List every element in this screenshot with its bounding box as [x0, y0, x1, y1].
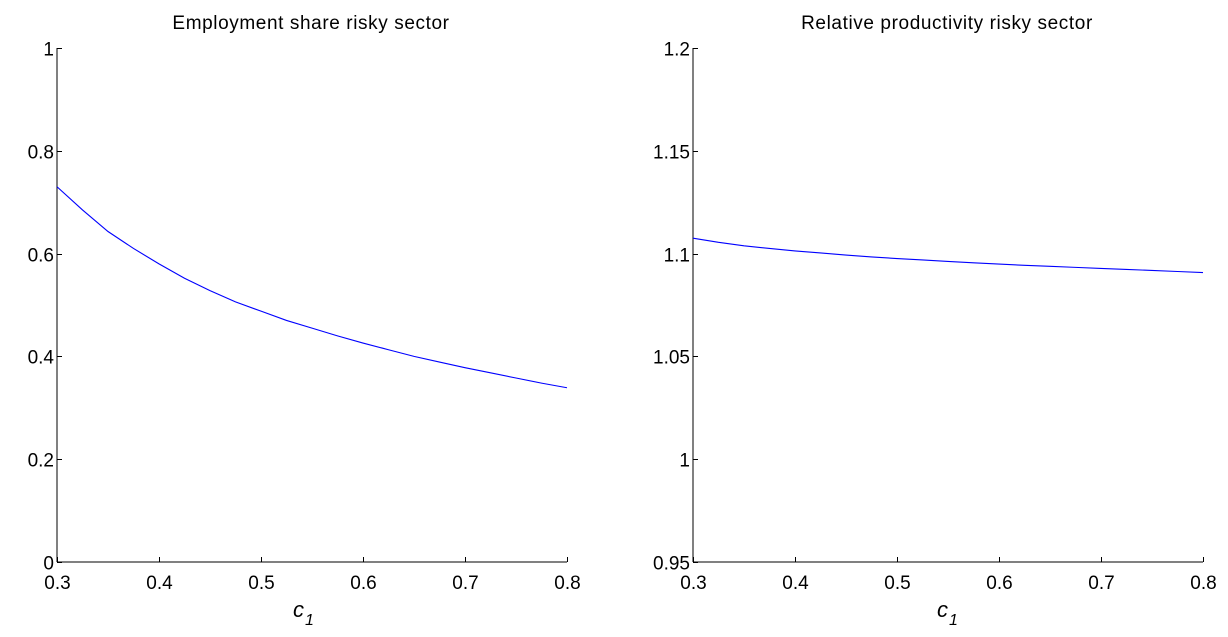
x-axis-label-subscript: 1	[949, 612, 958, 629]
x-tick-label: 0.8	[1190, 573, 1216, 594]
y-tick-label: 1	[679, 451, 690, 472]
series-line	[692, 237, 1204, 274]
y-tick-label: 0.2	[28, 451, 54, 472]
series-line	[56, 186, 568, 389]
chart-title: Employment share risky sector	[172, 13, 449, 34]
y-tick-label: 1.15	[653, 143, 690, 164]
x-axis-label-main: c	[937, 597, 948, 622]
x-tick-label: 0.3	[44, 573, 70, 594]
y-tick-label: 0.95	[653, 554, 690, 575]
y-tick-label: 1	[43, 40, 54, 61]
x-tick-label: 0.8	[554, 573, 580, 594]
x-tick-label: 0.5	[248, 573, 274, 594]
x-tick-label: 0.6	[986, 573, 1012, 594]
x-tick-label: 0.6	[350, 573, 376, 594]
x-tick-label: 0.5	[884, 573, 910, 594]
y-tick-label: 1.2	[664, 40, 690, 61]
x-axis-label: c1	[937, 597, 958, 629]
y-tick-label: 0.4	[28, 348, 55, 369]
x-axis-label-subscript: 1	[305, 612, 314, 629]
chart-relative-productivity: Relative productivity risky sector c1 0.…	[653, 13, 1217, 629]
x-axis-label: c1	[293, 597, 314, 629]
x-tick-label: 0.3	[680, 573, 706, 594]
chart-employment-share: Employment share risky sector c1 00.20.4…	[28, 13, 581, 629]
y-tick-label: 0.6	[28, 246, 54, 267]
x-tick-label: 0.7	[1088, 573, 1114, 594]
x-tick-label: 0.4	[782, 573, 809, 594]
y-tick-label: 0	[43, 554, 54, 575]
x-tick-label: 0.7	[452, 573, 478, 594]
y-tick-label: 0.8	[28, 143, 54, 164]
x-axis-label-main: c	[293, 597, 304, 622]
x-tick-label: 0.4	[146, 573, 173, 594]
y-tick-label: 1.05	[653, 348, 690, 369]
chart-title: Relative productivity risky sector	[801, 13, 1093, 34]
y-tick-label: 1.1	[664, 246, 690, 267]
